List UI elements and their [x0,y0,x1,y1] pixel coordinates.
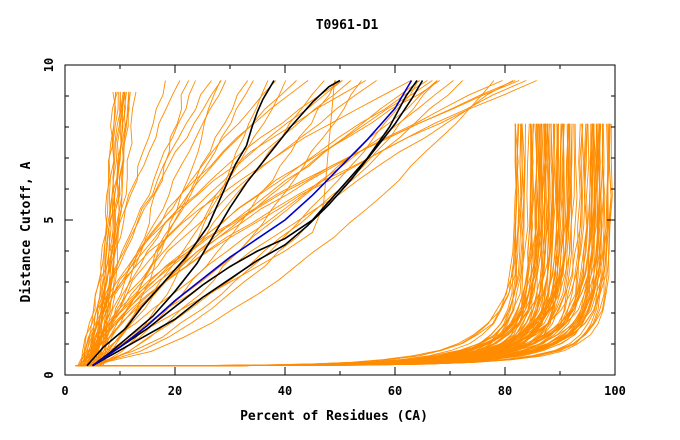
ensemble-curve [97,123,563,367]
ensemble-curve [78,91,117,366]
x-tick-label: 80 [498,384,512,398]
ensemble-curve [80,123,545,367]
ensemble-curve [98,123,555,367]
ensemble-curve [93,80,343,366]
ensemble-curve [79,91,131,366]
x-tick-label: 0 [61,384,68,398]
ensemble-curve [84,80,527,366]
ensemble-curve [102,123,565,367]
y-tick-label: 5 [42,216,56,223]
ensemble-curve [100,123,541,367]
highlight-curve-blue [92,80,413,367]
x-axis-ticks: 0 20 40 60 80 100 [61,65,626,398]
ensemble-curve [84,123,523,367]
x-axis-label: Percent of Residues (CA) [240,409,428,424]
ensemble-curve [99,80,221,366]
x-tick-label: 40 [278,384,292,398]
ensemble-curve [87,123,540,367]
ensemble-curves [75,80,613,367]
ensemble-curve [95,80,537,366]
ensemble-curve [88,80,212,366]
ensemble-curve [103,123,549,367]
ensemble-curve [80,80,197,366]
ensemble-curve [77,91,118,366]
ensemble-curve [102,123,542,367]
highlight-curve-black-1 [86,80,275,367]
x-tick-label: 20 [168,384,182,398]
ensemble-curve [96,91,125,366]
ensemble-curve [83,80,181,366]
ensemble-curve [80,80,454,367]
ensemble-curve [96,123,565,367]
ensemble-curve [90,91,119,366]
y-tick-label: 0 [42,371,56,378]
ensemble-curve [88,80,419,367]
ensemble-curve [82,123,562,367]
ensemble-curve [99,123,560,367]
ensemble-curve [84,80,227,366]
ensemble-curve [84,80,412,366]
ensemble-curve [85,123,525,367]
highlight-curve-black-3 [92,80,418,367]
ensemble-curve [88,80,325,367]
ensemble-curve [85,80,190,366]
ensemble-curve [87,80,503,366]
highlight-curve-black-4 [92,80,424,367]
ensemble-curve [95,80,352,366]
ensemble-curve [81,80,421,366]
y-axis-ticks: 0 5 10 [42,58,615,379]
highlight-curve-black-2 [92,79,341,367]
ensemble-curve [94,123,547,367]
ensemble-curve [92,80,428,366]
ensemble-curve [89,80,277,366]
ensemble-curve [103,123,573,367]
ensemble-curve [102,80,433,366]
ensemble-curve [90,80,495,367]
ensemble-curve [76,123,578,367]
ensemble-curve [93,80,377,366]
ensemble-curve [80,80,367,366]
highlighted-curves [86,79,424,367]
ensemble-curve [92,80,335,367]
x-tick-label: 60 [388,384,402,398]
y-axis-label: Distance Cutoff, A [19,161,34,302]
ensemble-curve [86,80,222,366]
chart-title: T0961-D1 [316,18,379,33]
y-tick-label: 10 [42,58,56,72]
x-tick-label: 100 [604,384,626,398]
ensemble-curve [97,123,583,367]
ensemble-curve [89,80,343,366]
ensemble-curve [86,123,518,367]
